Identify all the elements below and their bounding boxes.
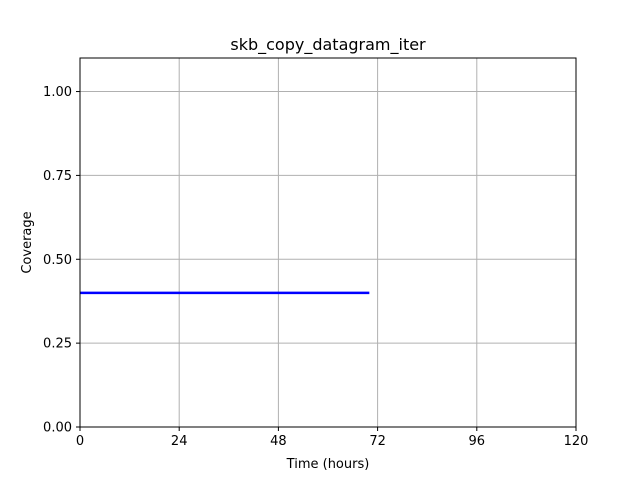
- chart-title: skb_copy_datagram_iter: [230, 35, 426, 55]
- axis-ticks: 0 24 48 72 96 120 0.00 0.25 0.50 0.75 1.00: [43, 85, 588, 449]
- plot-frame: [79, 57, 577, 428]
- x-tick-label: 72: [369, 434, 386, 449]
- x-tick-label: 0: [76, 434, 84, 449]
- y-tick-label: 1.00: [43, 85, 72, 100]
- y-axis-label: Coverage: [20, 211, 35, 273]
- y-tick-label: 0.50: [43, 253, 72, 268]
- x-tick-label: 24: [171, 434, 188, 449]
- x-tick-label: 48: [270, 434, 287, 449]
- x-tick-label: 96: [469, 434, 486, 449]
- grid-lines: [79, 58, 577, 428]
- x-tick-label: 120: [564, 434, 589, 449]
- y-tick-label: 0.00: [43, 421, 72, 436]
- x-axis-label: Time (hours): [286, 457, 370, 472]
- y-tick-label: 0.25: [43, 337, 72, 352]
- y-tick-label: 0.75: [43, 169, 72, 184]
